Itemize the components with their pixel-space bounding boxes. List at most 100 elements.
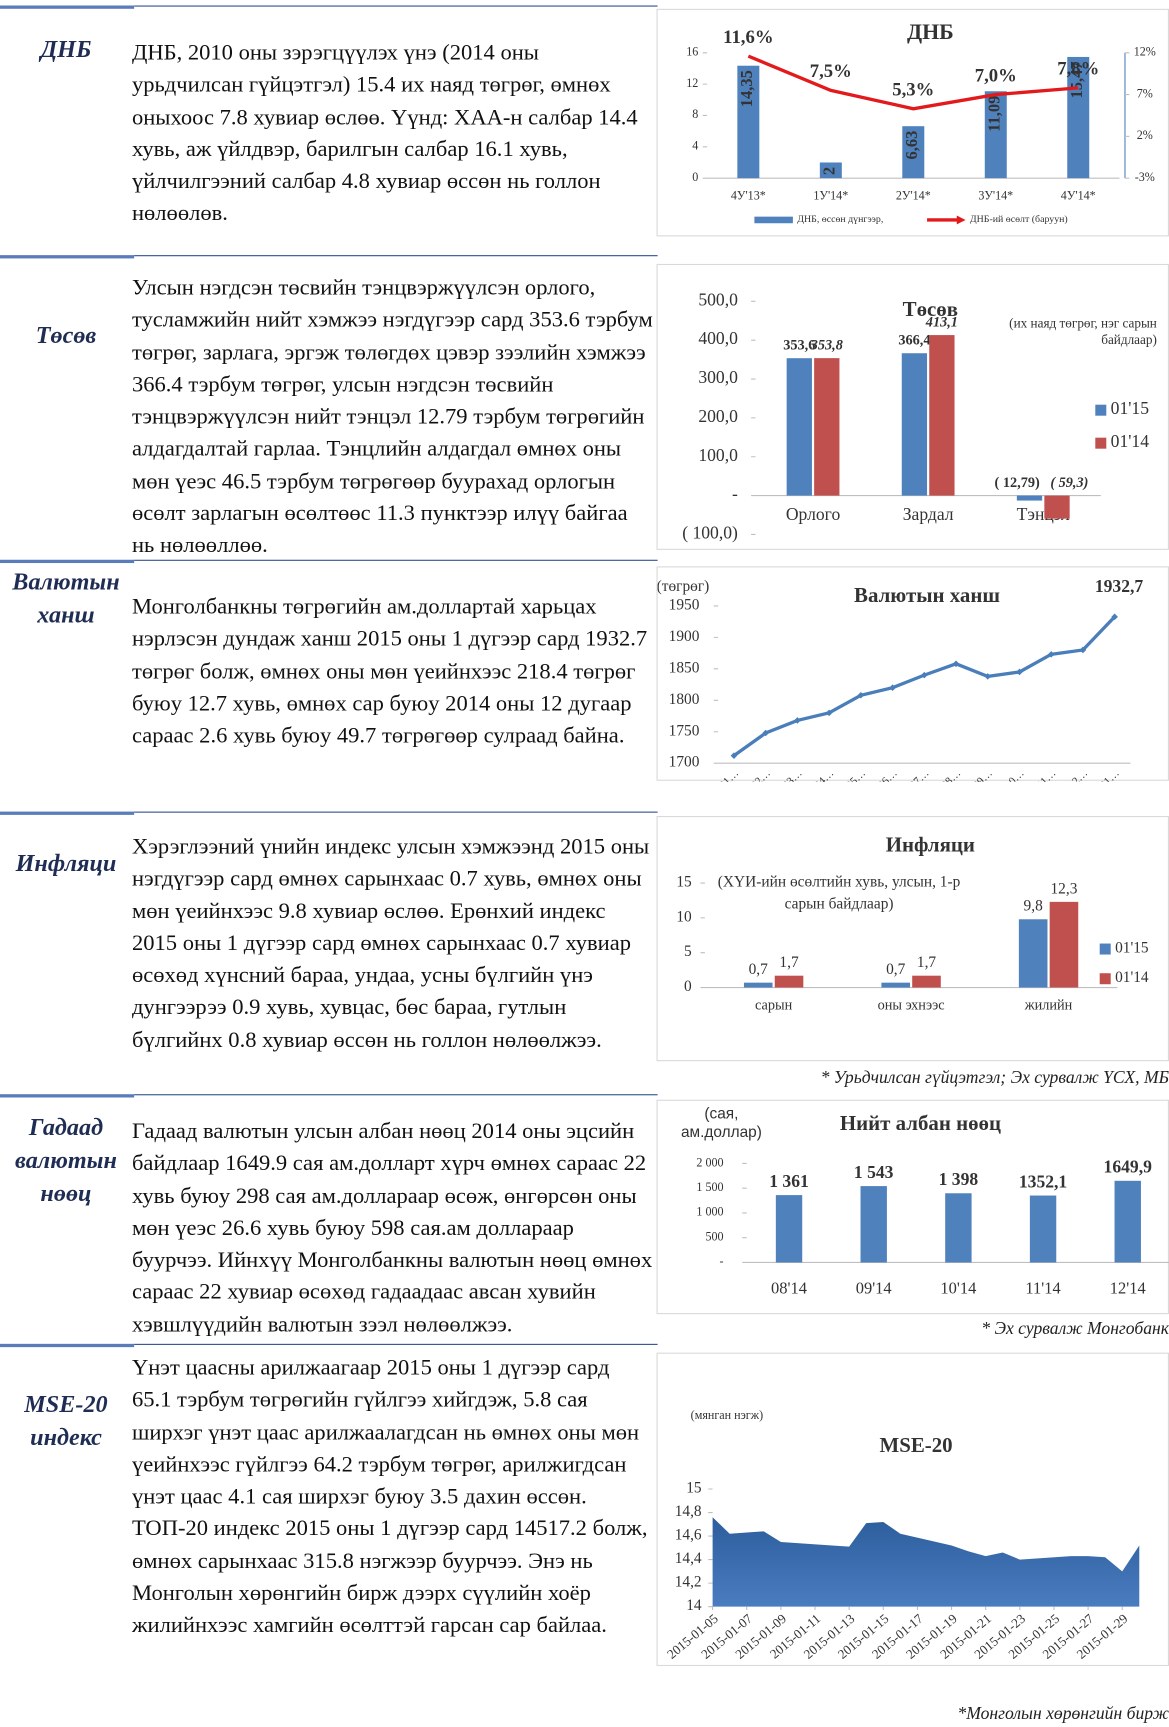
- bar-value-label: 1 361: [769, 1171, 809, 1191]
- y-tick-label: 0: [692, 170, 698, 184]
- bar-value-label: 0,7: [886, 961, 906, 978]
- legend-swatch: [1095, 404, 1107, 416]
- y-axis-label: (мянган нэгж): [691, 1408, 763, 1422]
- bar: [1029, 1195, 1057, 1263]
- x-tick-label: 06…: [876, 767, 900, 781]
- line-value-label: 7,0%: [975, 65, 1017, 86]
- chart: ДНБ 0 4 8 12 16 4У'13* 1У'14* 2У'14* 3У'14* 4У'14*…: [656, 8, 1169, 237]
- y-axis-label: (төгрөг): [658, 578, 710, 595]
- chart-svg: Валютын ханш (төгрөг) 1700 1750 1800 1850 1900…: [658, 576, 1144, 782]
- bar: [860, 1186, 887, 1263]
- x-tick-label: Орлого: [786, 504, 841, 524]
- bar-value-label: ( 12,79): [995, 475, 1040, 491]
- x-tick-label: 01…: [1098, 767, 1122, 781]
- x-tick-label: 03…: [781, 767, 805, 781]
- line-series: [733, 615, 1116, 757]
- y-tick-label: 1800: [669, 691, 700, 708]
- line-value-label: 7,8%: [1057, 59, 1099, 80]
- x-tick-label: жилийн: [1024, 998, 1073, 1014]
- line-value-label: 5,3%: [892, 79, 934, 100]
- chart: MSE-20 (мянган нэгж) 14 14,2 14,4 14,6 14,8 15 2…: [656, 1352, 1169, 1667]
- bar-value-label: 1,7: [917, 954, 937, 971]
- y-tick-label: 14: [686, 1597, 702, 1614]
- chart-title: Валютын ханш: [854, 583, 1000, 607]
- x-tick-label: 09'14: [856, 1279, 892, 1298]
- section-rule: [0, 1343, 135, 1348]
- x-tick-label: 12…: [1066, 767, 1090, 781]
- chart-svg: Төсөв ( 100,0) - 100,0 200,0 300,0 400,0 500,0 О…: [682, 289, 1150, 542]
- bar-value-label: 14,35: [737, 70, 756, 107]
- y-tick-label: -: [732, 484, 738, 504]
- bar-value-label: 12,3: [1051, 880, 1078, 897]
- bar: [1016, 495, 1043, 501]
- x-tick-label: 08'14: [771, 1279, 807, 1298]
- y-tick-label: 15: [686, 1480, 702, 1497]
- y-tick-label: 15: [676, 874, 692, 891]
- point-value-label: 1932,7: [1095, 576, 1144, 596]
- y-tick-label: 14,2: [675, 1574, 702, 1591]
- y-tick-label: 1950: [669, 596, 700, 613]
- chart: Нийт албан нөөц - 500 1 000 1 500 2 000 08'14 0…: [656, 1099, 1169, 1315]
- bar: [945, 1193, 972, 1263]
- bar-value-label: 1649,9: [1104, 1157, 1153, 1177]
- bar: [902, 126, 925, 179]
- y-tick-label: 2%: [1137, 128, 1153, 142]
- legend-swatch: [956, 215, 966, 225]
- chart-svg: Нийт албан нөөц - 500 1 000 1 500 2 000 08'14 0…: [696, 1111, 1169, 1298]
- y-tick-label: 12: [686, 76, 698, 90]
- section-rule: [134, 5, 658, 7]
- point: [1016, 668, 1023, 676]
- y-tick-label: 5: [684, 943, 692, 960]
- footnote: * Эх сурвалж Монгобанк: [981, 1319, 1169, 1339]
- x-tick-label: 1У'14*: [813, 189, 848, 203]
- y-tick-label: 10: [676, 908, 692, 925]
- y-tick-label: 1700: [669, 754, 700, 771]
- x-tick-label: 4У'13*: [731, 189, 766, 203]
- section-label: Инфляци: [15, 848, 117, 877]
- x-tick-label: 11…: [1035, 767, 1059, 781]
- y-tick-label: 14,6: [675, 1527, 702, 1544]
- section-label: Төсөв: [35, 321, 97, 349]
- bar: [984, 91, 1007, 179]
- footnote: *Монголын хөрөнгийн бирж: [957, 1704, 1169, 1724]
- bar: [819, 162, 842, 179]
- x-tick-label: 12'14: [1110, 1279, 1146, 1298]
- chart-title: Инфляци: [886, 833, 975, 857]
- legend-swatch: [1099, 943, 1111, 955]
- chart-svg: Инфляци 0 5 10 15 сарын оны эхнээс жилийн 0,7 0,7…: [676, 833, 1149, 1014]
- y-tick-label: 16: [686, 45, 698, 59]
- bar: [743, 982, 773, 988]
- chart: Инфляци 0 5 10 15 сарын оны эхнээс жилийн 0,7 0,7…: [656, 815, 1169, 1062]
- bar: [1114, 1180, 1141, 1263]
- section-rule: [0, 811, 135, 815]
- x-tick-label: 02…: [749, 767, 773, 781]
- chart-subtitle: (ХҮИ-ийн өсөлтийн хувь, улсын, 1-р сарын…: [717, 874, 961, 913]
- y-tick-label: 300,0: [698, 367, 738, 387]
- bar: [901, 353, 928, 496]
- bar: [929, 335, 955, 496]
- y-tick-label: 4: [692, 139, 698, 153]
- section-text: ДНБ, 2010 оны зэрэгцүүлэх үнэ (2014 оны …: [131, 40, 638, 226]
- legend-swatch: [1099, 973, 1111, 985]
- bar-value-label: 11,09: [985, 96, 1004, 132]
- y-tick-label: 1900: [669, 628, 700, 645]
- bar-value-label: 9,8: [1024, 898, 1044, 915]
- bar: [786, 358, 812, 496]
- chart-subtitle: (их наяд төгрөг, нэг сарын байдлаар): [1009, 315, 1157, 348]
- bar: [1049, 901, 1079, 988]
- chart: Төсөв ( 100,0) - 100,0 200,0 300,0 400,0 500,0 О…: [656, 263, 1169, 550]
- y-tick-label: 1850: [669, 659, 700, 676]
- bar: [1044, 495, 1070, 519]
- y-tick-label: 14,8: [675, 1503, 702, 1520]
- chart-title: MSE-20: [880, 1433, 953, 1457]
- bar-value-label: 1 543: [854, 1162, 894, 1182]
- legend-swatch: [1095, 437, 1107, 449]
- section-rule: [134, 1343, 658, 1345]
- section-rule: [0, 1094, 135, 1098]
- y-tick-label: 0: [684, 978, 692, 995]
- legend-label: 01'14: [1111, 431, 1150, 451]
- line-value-label: 11,6%: [723, 27, 773, 48]
- section-rule: [134, 255, 658, 257]
- section-rule: [0, 559, 135, 564]
